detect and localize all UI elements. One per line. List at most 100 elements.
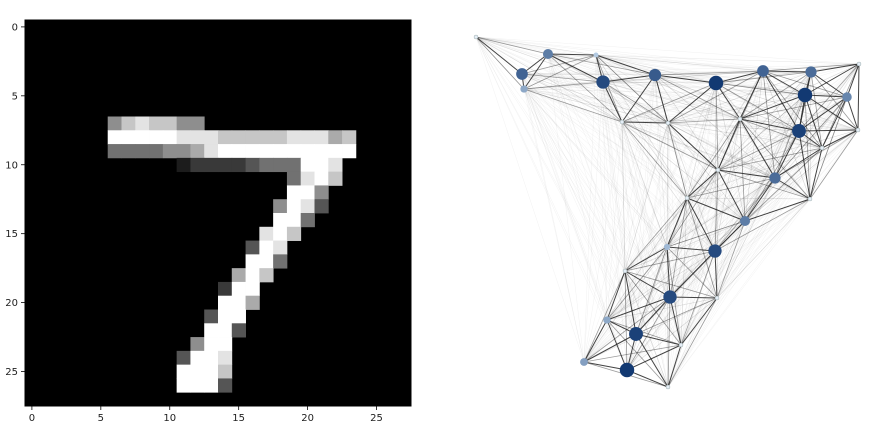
- graph-edge: [714, 118, 741, 252]
- graph-edge: [606, 118, 741, 321]
- image-pixel: [273, 254, 288, 269]
- graph-edge: [621, 94, 806, 123]
- graph-edge: [521, 73, 626, 272]
- graph-edge: [475, 36, 860, 65]
- image-pixel: [162, 116, 178, 131]
- image-pixel: [218, 364, 233, 379]
- graph-edge: [606, 250, 716, 321]
- graph-edge: [667, 344, 682, 388]
- graph-edge: [654, 74, 741, 120]
- graph-edge: [846, 63, 860, 98]
- graph-edge: [762, 70, 823, 149]
- image-pixel: [259, 240, 274, 255]
- graph-edge: [635, 220, 746, 335]
- graph-edge: [654, 74, 859, 131]
- image-pixel: [190, 350, 205, 366]
- graph-edge: [475, 36, 669, 124]
- graph-edge: [635, 169, 719, 335]
- graph-edge: [606, 74, 656, 321]
- graph-edge: [667, 82, 717, 124]
- image-pixel: [245, 130, 260, 145]
- image-pixel: [204, 323, 219, 338]
- graph-edge: [595, 54, 716, 252]
- graph-edge: [595, 54, 746, 222]
- graph-edge: [547, 53, 860, 65]
- graph-node: [805, 66, 817, 78]
- graph-edge: [606, 319, 628, 371]
- image-pixel: [231, 323, 246, 338]
- graph-edge: [846, 96, 859, 131]
- graph-edge: [523, 88, 746, 222]
- image-pixel: [286, 226, 302, 241]
- image-pixel: [204, 144, 219, 159]
- graph-edge: [475, 36, 800, 132]
- graph-edge: [667, 169, 719, 388]
- graph-edge: [621, 121, 776, 179]
- image-pixel: [218, 157, 233, 173]
- graph-edge: [621, 121, 746, 222]
- graph-edge: [521, 63, 860, 75]
- graph-edge: [635, 118, 741, 335]
- graph-edge: [714, 250, 718, 299]
- graph-edge: [521, 73, 623, 123]
- graph-edge: [523, 88, 848, 98]
- graph-edge: [666, 198, 811, 248]
- graph-edge: [762, 70, 806, 96]
- graph-edge: [798, 96, 848, 132]
- graph-edge: [475, 36, 716, 252]
- graph-edge: [621, 121, 671, 298]
- graph-edge: [626, 147, 823, 371]
- graph-edge: [583, 82, 717, 363]
- graph-edge: [475, 36, 549, 55]
- graph-edge: [821, 96, 848, 149]
- graph-edge: [744, 147, 823, 222]
- graph-edge: [667, 220, 746, 388]
- graph-edge: [667, 63, 860, 124]
- graph-edge: [624, 122, 669, 272]
- image-pixel: [273, 199, 288, 214]
- graph-edge: [475, 36, 718, 299]
- graph-edge: [669, 118, 741, 298]
- image-pixel: [245, 254, 260, 269]
- image-pixel: [286, 144, 302, 159]
- graph-edge: [715, 82, 811, 200]
- graph-edge: [717, 94, 806, 171]
- y-tick-label: 10: [5, 160, 18, 171]
- x-tick-label: 15: [232, 413, 245, 424]
- graph-edge: [809, 96, 848, 200]
- graph-edge: [547, 53, 741, 120]
- image-pixel: [218, 378, 233, 393]
- graph-edge: [523, 88, 585, 363]
- graph-edge: [595, 54, 669, 124]
- image-pixel: [176, 116, 191, 131]
- graph-edge: [595, 54, 626, 272]
- image-pixel: [218, 281, 233, 297]
- graph-edge: [624, 177, 776, 272]
- graph-node: [819, 145, 825, 151]
- image-pixel: [328, 144, 343, 159]
- graph-edge: [583, 250, 716, 363]
- image-pixel: [300, 213, 315, 228]
- graph-edge: [762, 70, 811, 200]
- graph-edge: [547, 53, 859, 131]
- image-pixel: [176, 378, 191, 393]
- graph-edge: [595, 54, 637, 335]
- graph-edge: [624, 220, 746, 272]
- image-pixel: [204, 157, 219, 173]
- graph-edge: [654, 74, 716, 252]
- mnist-graph-panel: [473, 34, 862, 390]
- graph-edge: [602, 81, 688, 199]
- graph-edge: [521, 73, 806, 96]
- graph-edge: [739, 96, 848, 120]
- graph-edge: [654, 74, 719, 171]
- graph-edge: [626, 250, 716, 371]
- graph-edge: [624, 198, 811, 272]
- image-pixel: [273, 157, 288, 173]
- image-pixel: [231, 295, 246, 310]
- graph-edge: [774, 129, 859, 179]
- x-tick-label: 0: [29, 413, 35, 424]
- graph-edge: [475, 36, 682, 346]
- graph-edge: [602, 81, 776, 179]
- graph-edge: [680, 82, 717, 346]
- image-pixel: [176, 350, 191, 366]
